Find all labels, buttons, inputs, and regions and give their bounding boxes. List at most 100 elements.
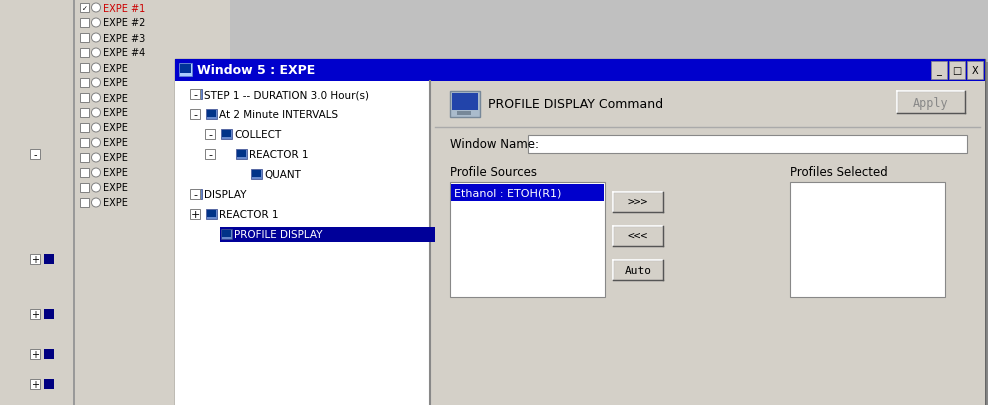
Bar [80, 153, 89, 162]
Bar [790, 183, 945, 297]
Bar [450, 92, 480, 118]
Text: EXPE #2: EXPE #2 [103, 19, 145, 28]
Bar [613, 260, 663, 280]
Text: _: _ [937, 66, 942, 76]
Text: +: + [31, 379, 39, 389]
Text: EXPE: EXPE [103, 153, 127, 163]
Circle shape [92, 124, 101, 133]
Bar [175, 60, 985, 405]
Bar [80, 64, 89, 73]
Bar [175, 82, 430, 405]
Bar [207, 211, 216, 217]
Text: -: - [193, 110, 197, 120]
Bar [205, 130, 215, 140]
Text: EXPE: EXPE [103, 63, 127, 73]
Circle shape [92, 198, 101, 207]
Text: EXPE: EXPE [103, 183, 127, 193]
Text: ✓: ✓ [82, 6, 87, 11]
Bar [80, 109, 89, 118]
Bar [251, 170, 262, 179]
Text: Window Name:: Window Name: [450, 138, 539, 151]
Bar [175, 60, 985, 82]
Text: +: + [31, 254, 39, 264]
Text: EXPE: EXPE [103, 108, 127, 118]
Text: -: - [208, 130, 212, 140]
Bar [206, 110, 217, 120]
Bar [180, 65, 191, 74]
Circle shape [92, 153, 101, 162]
Bar [967, 62, 983, 80]
Text: EXPE: EXPE [103, 198, 127, 208]
Bar [190, 209, 200, 220]
Bar [44, 349, 54, 359]
Bar [80, 183, 89, 192]
Bar [30, 379, 40, 389]
Bar [528, 136, 967, 153]
Text: QUANT: QUANT [264, 170, 301, 179]
Circle shape [92, 49, 101, 58]
Bar [450, 183, 605, 297]
Bar [80, 124, 89, 133]
Bar [237, 151, 246, 158]
Text: EXPE: EXPE [103, 93, 127, 103]
Bar [205, 149, 215, 160]
Text: +: + [31, 349, 39, 359]
Circle shape [92, 94, 101, 103]
Bar [190, 110, 200, 120]
Text: >>>: >>> [628, 198, 648, 207]
Circle shape [92, 183, 101, 192]
Bar [897, 92, 965, 114]
Bar [30, 149, 40, 160]
Text: REACTOR 1: REACTOR 1 [249, 149, 308, 160]
Bar [207, 111, 216, 118]
Text: -: - [208, 149, 212, 160]
Text: +: + [31, 309, 39, 319]
Text: EXPE: EXPE [103, 78, 127, 88]
Text: Apply: Apply [913, 96, 948, 109]
Text: EXPE #4: EXPE #4 [103, 48, 145, 58]
Bar [80, 34, 89, 43]
Bar [949, 62, 965, 80]
Text: At 2 Minute INTERVALS: At 2 Minute INTERVALS [219, 110, 338, 120]
Text: -: - [193, 190, 197, 200]
Circle shape [92, 139, 101, 148]
Bar [451, 185, 604, 202]
Text: -: - [34, 149, 37, 160]
Bar [252, 171, 261, 177]
Bar [80, 139, 89, 148]
Circle shape [92, 34, 101, 43]
Bar [80, 4, 89, 13]
Text: EXPE #1: EXPE #1 [103, 4, 145, 13]
Bar [222, 131, 231, 138]
Bar [80, 19, 89, 28]
Text: EXPE: EXPE [103, 168, 127, 178]
Bar [179, 64, 192, 77]
Text: Ethanol : ETOH(R1): Ethanol : ETOH(R1) [454, 188, 561, 198]
Bar [221, 230, 232, 239]
Bar [44, 309, 54, 319]
Bar [206, 209, 217, 220]
Text: REACTOR 1: REACTOR 1 [219, 209, 279, 220]
Circle shape [92, 79, 101, 88]
Circle shape [92, 64, 101, 73]
Text: X: X [971, 66, 978, 76]
Bar [178, 63, 988, 405]
Bar [192, 91, 201, 98]
Text: □: □ [952, 66, 961, 76]
Bar [80, 94, 89, 103]
Bar [0, 0, 230, 405]
Bar [30, 309, 40, 319]
Bar [430, 82, 985, 405]
Circle shape [92, 4, 101, 13]
Bar [220, 228, 435, 243]
Text: Profile Sources: Profile Sources [450, 166, 537, 179]
Bar [221, 130, 232, 140]
Bar [931, 62, 947, 80]
Bar [30, 254, 40, 264]
Bar [190, 190, 200, 200]
Bar [80, 49, 89, 58]
Text: Auto: Auto [624, 265, 651, 275]
Text: Window 5 : EXPE: Window 5 : EXPE [197, 64, 315, 77]
Bar [191, 190, 202, 200]
Text: <<<: <<< [628, 231, 648, 241]
